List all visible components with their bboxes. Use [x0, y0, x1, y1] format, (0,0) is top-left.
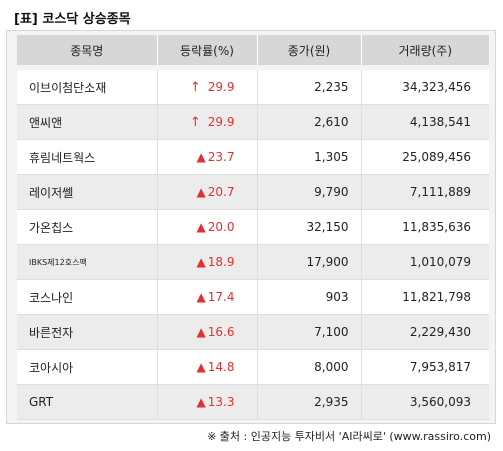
table-row: GRT ▲ 13.3 2,935 3,560,093 — [17, 384, 489, 420]
change-rate: 17.4 — [207, 290, 235, 304]
change-rate: 18.9 — [207, 255, 235, 269]
page-title: [표] 코스닥 상승종목 — [14, 12, 131, 27]
stock-name: 가온칩스 — [17, 209, 158, 245]
header-rate: 등락률(%) — [157, 35, 258, 70]
table-row: 앤씨앤 ↑ 29.9 2,610 4,138,541 — [17, 104, 489, 140]
table-row: 휴림네트웍스 ▲ 23.7 1,305 25,089,456 — [17, 139, 489, 175]
change-rate: 14.8 — [207, 360, 235, 374]
trade-volume: 3,560,093 — [361, 384, 489, 420]
table-header-row: 종목명 등락률(%) 종가(원) 거래량(주) — [17, 35, 489, 70]
change-rate: 20.7 — [207, 185, 235, 199]
up-triangle-icon: ▲ — [196, 360, 206, 374]
trade-volume: 4,138,541 — [361, 104, 489, 140]
change-rate-cell: ▲ 17.4 — [157, 279, 258, 315]
stock-name: 이브이첨단소재 — [17, 67, 158, 105]
stock-name: 코스나인 — [17, 279, 158, 315]
change-rate-cell: ▲ 23.7 — [157, 139, 258, 175]
trade-volume: 1,010,079 — [361, 244, 489, 280]
closing-price: 32,150 — [257, 209, 362, 245]
change-rate: 20.0 — [207, 220, 235, 234]
closing-price: 7,100 — [257, 314, 362, 350]
closing-price: 2,935 — [257, 384, 362, 420]
change-rate: 23.7 — [207, 150, 235, 164]
closing-price: 1,305 — [257, 139, 362, 175]
trade-volume: 7,111,889 — [361, 174, 489, 210]
stock-name: 코아시아 — [17, 349, 158, 385]
up-arrow-icon: ↑ — [189, 114, 201, 130]
stock-name: 앤씨앤 — [17, 104, 158, 140]
trade-volume: 11,835,636 — [361, 209, 489, 245]
closing-price: 17,900 — [257, 244, 362, 280]
up-triangle-icon: ▲ — [196, 150, 206, 164]
source-footer: ※ 출처 : 인공지능 투자비서 'AI라씨로' (www.rassiro.co… — [207, 430, 491, 443]
table-row: IBKS제12호스팩 ▲ 18.9 17,900 1,010,079 — [17, 244, 489, 280]
stock-table: 종목명 등락률(%) 종가(원) 거래량(주) 이브이첨단소재 ↑ 29.9 2,… — [17, 35, 489, 420]
closing-price: 9,790 — [257, 174, 362, 210]
trade-volume: 11,821,798 — [361, 279, 489, 315]
table-row: 레이저쎌 ▲ 20.7 9,790 7,111,889 — [17, 174, 489, 210]
change-rate-cell: ▲ 14.8 — [157, 349, 258, 385]
stock-name: 레이저쎌 — [17, 174, 158, 210]
up-arrow-icon: ↑ — [189, 79, 201, 95]
change-rate: 29.9 — [207, 79, 235, 94]
table-row: 코스나인 ▲ 17.4 903 11,821,798 — [17, 279, 489, 315]
closing-price: 8,000 — [257, 349, 362, 385]
change-rate-cell: ↑ 29.9 — [157, 67, 258, 105]
trade-volume: 25,089,456 — [361, 139, 489, 175]
up-triangle-icon: ▲ — [196, 325, 206, 339]
change-rate: 16.6 — [207, 325, 235, 339]
up-triangle-icon: ▲ — [196, 255, 206, 269]
up-triangle-icon: ▲ — [196, 395, 206, 409]
stock-name: GRT — [17, 384, 158, 420]
stock-name: 바른전자 — [17, 314, 158, 350]
trade-volume: 34,323,456 — [361, 67, 489, 105]
table-row: 이브이첨단소재 ↑ 29.9 2,235 34,323,456 — [17, 67, 489, 105]
change-rate-cell: ▲ 16.6 — [157, 314, 258, 350]
table-row: 바른전자 ▲ 16.6 7,100 2,229,430 — [17, 314, 489, 350]
up-triangle-icon: ▲ — [196, 185, 206, 199]
change-rate-cell: ▲ 13.3 — [157, 384, 258, 420]
up-triangle-icon: ▲ — [196, 220, 206, 234]
table-row: 가온칩스 ▲ 20.0 32,150 11,835,636 — [17, 209, 489, 245]
trade-volume: 7,953,817 — [361, 349, 489, 385]
header-volume: 거래량(주) — [361, 35, 489, 70]
trade-volume: 2,229,430 — [361, 314, 489, 350]
table-row: 코아시아 ▲ 14.8 8,000 7,953,817 — [17, 349, 489, 385]
change-rate-cell: ▲ 20.0 — [157, 209, 258, 245]
header-name: 종목명 — [17, 35, 158, 70]
stock-name: 휴림네트웍스 — [17, 139, 158, 175]
up-triangle-icon: ▲ — [196, 290, 206, 304]
closing-price: 2,235 — [257, 67, 362, 105]
header-price: 종가(원) — [257, 35, 362, 70]
change-rate-cell: ▲ 18.9 — [157, 244, 258, 280]
change-rate-cell: ▲ 20.7 — [157, 174, 258, 210]
closing-price: 903 — [257, 279, 362, 315]
change-rate: 29.9 — [207, 114, 235, 129]
closing-price: 2,610 — [257, 104, 362, 140]
change-rate: 13.3 — [207, 395, 235, 409]
table-frame: 종목명 등락률(%) 종가(원) 거래량(주) 이브이첨단소재 ↑ 29.9 2,… — [6, 30, 496, 424]
change-rate-cell: ↑ 29.9 — [157, 104, 258, 140]
stock-name: IBKS제12호스팩 — [17, 244, 158, 280]
